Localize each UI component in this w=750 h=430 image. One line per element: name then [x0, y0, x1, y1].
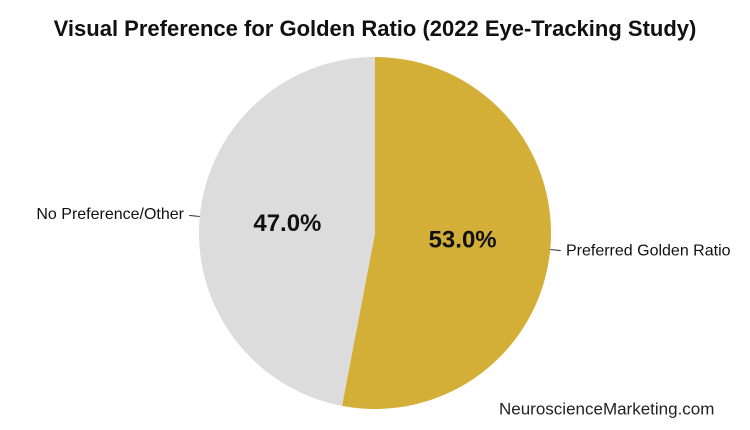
- label-line: [189, 214, 200, 217]
- category-label: Preferred Golden Ratio: [566, 242, 731, 259]
- category-label: No Preference/Other: [36, 206, 184, 223]
- value-label: 53.0%: [429, 227, 497, 254]
- watermark: NeuroscienceMarketing.com: [499, 399, 714, 418]
- value-label: 47.0%: [253, 210, 321, 237]
- pie-slice: [342, 57, 551, 409]
- pie-slice: [198, 57, 375, 406]
- label-line: [550, 249, 561, 252]
- chart-title: Visual Preference for Golden Ratio (2022…: [54, 16, 697, 41]
